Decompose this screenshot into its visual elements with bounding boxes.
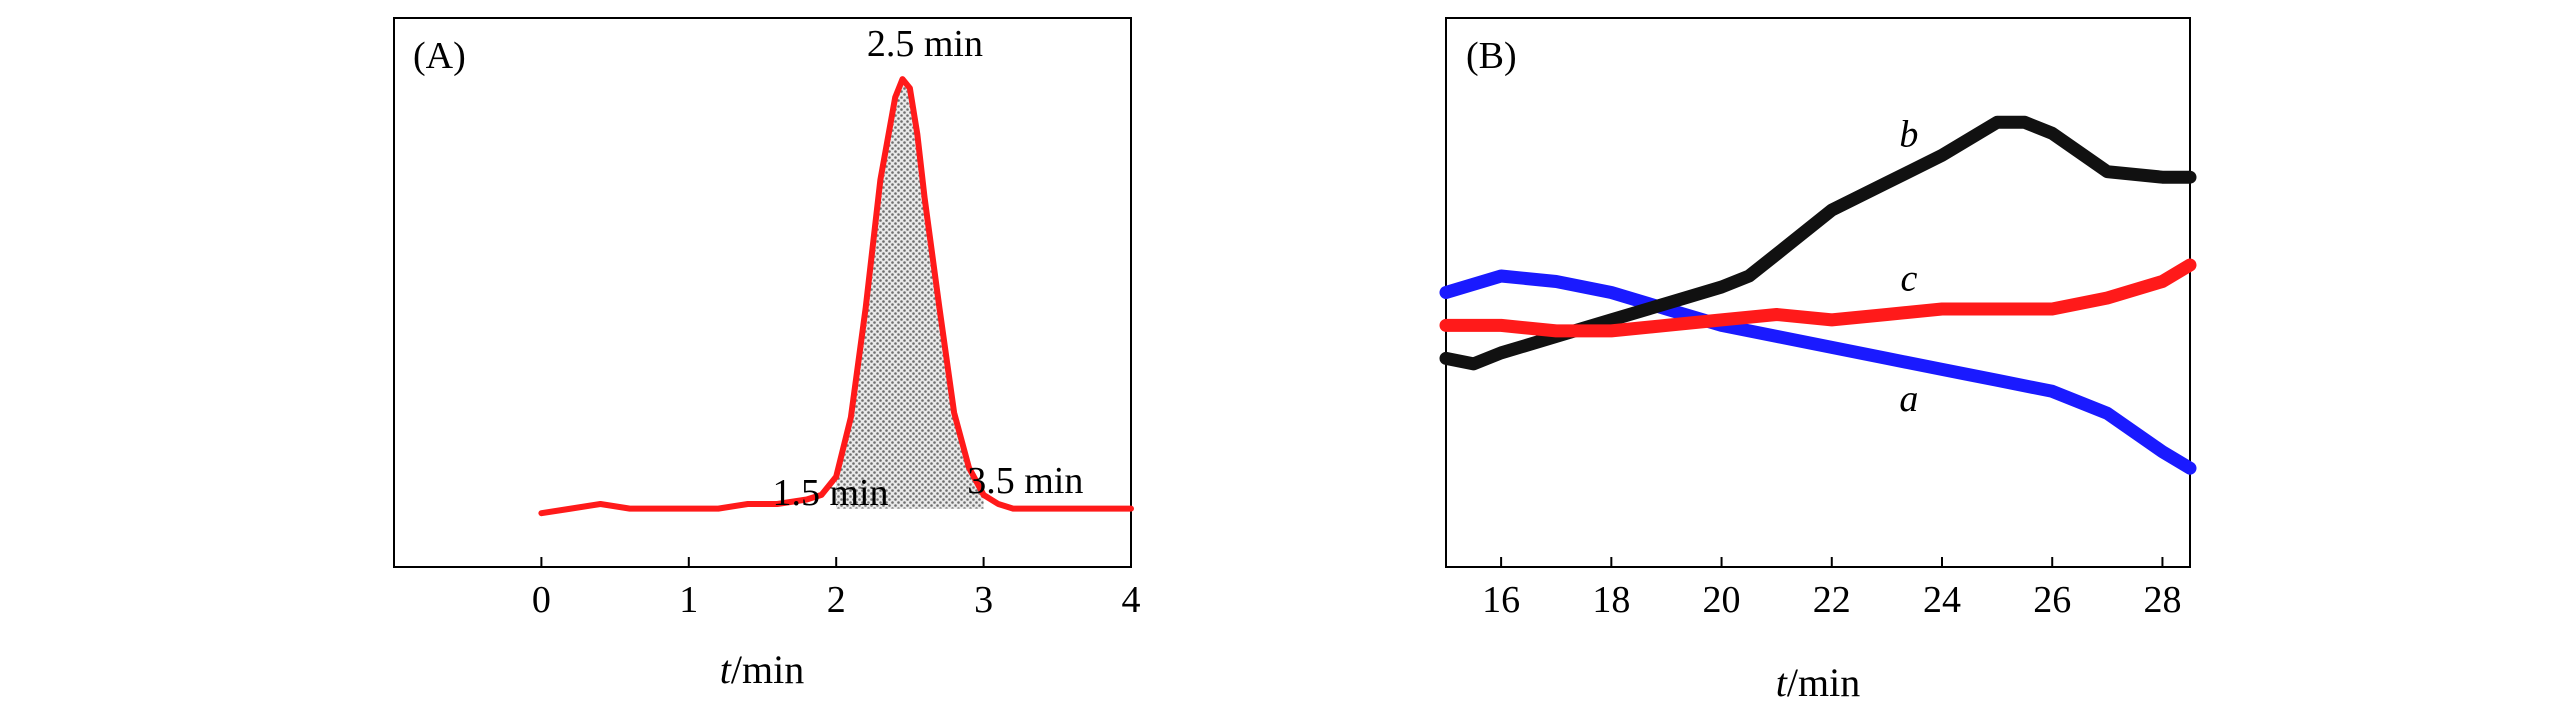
- panel-a-xtick-label: 0: [532, 579, 551, 621]
- panel-a-xtick-label: 1: [679, 579, 698, 621]
- panel-b-xtick-label: 22: [1813, 579, 1851, 621]
- series-c-label: c: [1900, 257, 1917, 299]
- series-a-label: a: [1899, 378, 1918, 420]
- panel-b-xtick-label: 18: [1592, 579, 1630, 621]
- panel-a-signal-line: [538, 76, 1134, 517]
- panel-b: (B) a b c 16 18 20 22 24 26 28 t/min: [1439, 17, 2197, 705]
- panel-b-xtick-label: 28: [2143, 579, 2181, 621]
- series-b-line: [1439, 115, 2197, 371]
- panel-a-label: (A): [413, 35, 466, 77]
- end-annotation: 3.5 min: [967, 460, 1083, 502]
- series-c-line: [1439, 258, 2197, 338]
- panel-a-xtick-label: 2: [827, 579, 846, 621]
- panel-a-xtick-label: 3: [974, 579, 993, 621]
- panel-a: (A) 0 1 2 3 4 2.5 min 1.5 min 3.5 min t/min: [393, 17, 1141, 692]
- series-a-line: [1439, 269, 2197, 475]
- start-annotation: 1.5 min: [772, 472, 888, 514]
- panel-b-xtick-label: 20: [1703, 579, 1741, 621]
- peak-annotation: 2.5 min: [867, 23, 983, 65]
- panel-a-frame: [393, 17, 1132, 568]
- series-b-label: b: [1899, 114, 1918, 156]
- panel-b-label: (B): [1466, 35, 1517, 77]
- panel-b-xtick-label: 24: [1923, 579, 1961, 621]
- panel-b-xlabel: t/min: [1776, 660, 1860, 705]
- panel-b-xtick-label: 26: [2033, 579, 2071, 621]
- panel-a-xlabel: t/min: [720, 647, 804, 692]
- panel-b-xtick-label: 16: [1482, 579, 1520, 621]
- panel-b-frame: [1445, 17, 2191, 568]
- panel-a-xtick-label: 4: [1122, 579, 1141, 621]
- panel-a-shaded-area: [836, 79, 984, 509]
